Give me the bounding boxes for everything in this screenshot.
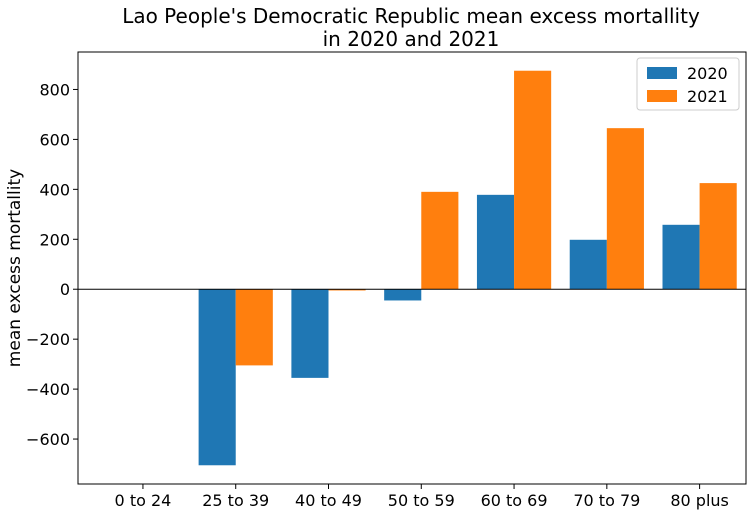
bar-2021-50-to-59 bbox=[421, 191, 459, 290]
x-tick-label: 60 to 69 bbox=[481, 491, 548, 510]
y-tick-label: −200 bbox=[26, 330, 70, 349]
x-tick-label: 40 to 49 bbox=[295, 491, 362, 510]
y-tick-label: 400 bbox=[39, 180, 70, 199]
y-tick-label: 600 bbox=[39, 130, 70, 149]
bar-2020-60-to-69 bbox=[476, 194, 515, 290]
y-tick-label: −400 bbox=[26, 380, 70, 399]
y-tick-label: 0 bbox=[60, 280, 70, 299]
bar-2021-80-plus bbox=[699, 183, 737, 290]
x-tick-label: 50 to 59 bbox=[388, 491, 455, 510]
y-tick-label: 200 bbox=[39, 230, 70, 249]
y-axis-label: mean excess mortallity bbox=[5, 169, 25, 367]
legend-label-2021: 2021 bbox=[687, 87, 728, 106]
y-tick-label: −600 bbox=[26, 430, 70, 449]
legend-swatch-2021 bbox=[647, 90, 677, 102]
bar-2021-40-to-49 bbox=[328, 289, 366, 291]
x-tick-label: 0 to 24 bbox=[115, 491, 172, 510]
bar-2021-25-to-39 bbox=[235, 289, 273, 366]
chart-subtitle: in 2020 and 2021 bbox=[323, 27, 500, 51]
plot-area bbox=[78, 70, 746, 466]
bar-2021-60-to-69 bbox=[514, 70, 552, 290]
x-tick-label: 80 plus bbox=[670, 491, 729, 510]
legend-swatch-2020 bbox=[647, 67, 677, 79]
bar-2021-70-to-79 bbox=[606, 128, 644, 290]
legend: 2020 2021 bbox=[636, 57, 740, 111]
chart-title: Lao People's Democratic Republic mean ex… bbox=[122, 4, 700, 28]
legend-label-2020: 2020 bbox=[687, 64, 728, 83]
x-tick-label: 25 to 39 bbox=[202, 491, 269, 510]
plot-frame bbox=[77, 51, 747, 485]
y-tick-label: 800 bbox=[39, 80, 70, 99]
bar-2020-50-to-59 bbox=[384, 289, 422, 301]
x-tick-label: 70 to 79 bbox=[573, 491, 640, 510]
bar-2020-40-to-49 bbox=[291, 289, 329, 378]
bar-2020-25-to-39 bbox=[198, 289, 236, 466]
bar-2020-80-plus bbox=[662, 224, 700, 290]
bar-2020-70-to-79 bbox=[569, 239, 607, 290]
